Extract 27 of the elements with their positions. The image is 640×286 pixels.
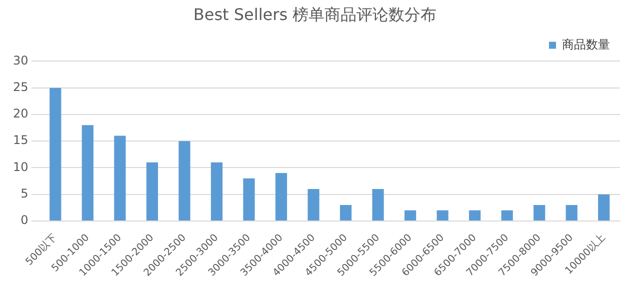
y-tick-label: 15 bbox=[12, 133, 28, 148]
bar bbox=[340, 204, 352, 220]
bar bbox=[146, 162, 158, 220]
bar bbox=[114, 136, 126, 220]
bar bbox=[210, 162, 223, 220]
bar bbox=[566, 204, 578, 220]
y-tick-label: 10 bbox=[12, 160, 28, 174]
bar bbox=[50, 88, 62, 220]
chart-title: Best Sellers 榜单商品评论数分布 bbox=[193, 4, 437, 24]
y-tick-label: 20 bbox=[12, 106, 28, 121]
bar bbox=[243, 178, 255, 220]
legend-label: 商品数量 bbox=[562, 37, 610, 52]
bar bbox=[404, 210, 416, 220]
y-tick-label: 0 bbox=[20, 213, 28, 228]
y-tick-label: 5 bbox=[20, 186, 28, 200]
bar bbox=[436, 210, 448, 220]
bar bbox=[469, 210, 481, 220]
bar bbox=[501, 210, 513, 220]
y-tick-label: 25 bbox=[12, 80, 28, 94]
bar bbox=[372, 189, 384, 220]
bar bbox=[598, 194, 610, 220]
bar bbox=[82, 125, 94, 220]
bar bbox=[275, 173, 288, 220]
bar bbox=[178, 141, 190, 220]
bar bbox=[534, 204, 546, 220]
bar bbox=[308, 189, 320, 220]
y-tick-label: 30 bbox=[12, 53, 28, 68]
